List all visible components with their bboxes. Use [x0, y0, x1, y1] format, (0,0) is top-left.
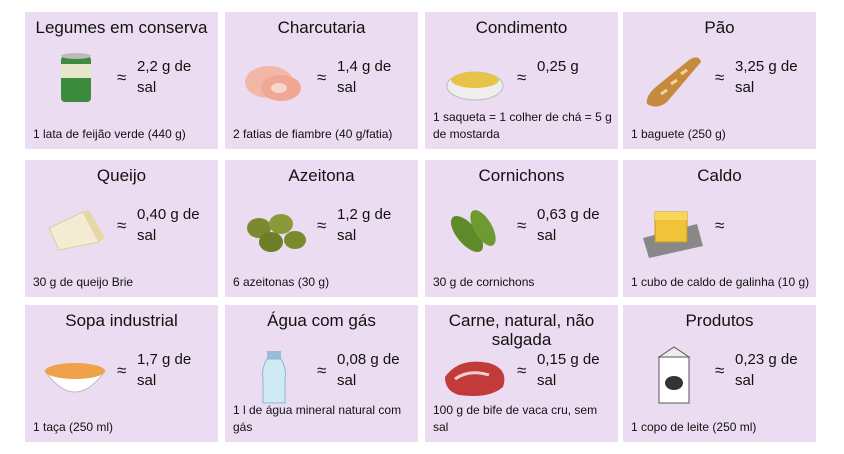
portion-note: 100 g de bife de vaca cru, sem sal [433, 403, 598, 434]
portion-note: 1 lata de feijão verde (440 g) [33, 127, 186, 141]
icon-graphic [657, 346, 691, 404]
card-title: Legumes em conserva [35, 18, 208, 37]
icon-graphic [245, 66, 301, 101]
food-icon [239, 198, 311, 260]
portion-note: 1 saqueta = 1 colher de chá = 5 g de mos… [433, 110, 612, 141]
salt-amount: 1,7 g de sal [137, 351, 192, 389]
approx-symbol: ≈ [517, 361, 527, 380]
salt-amount: 0,15 g de sal [537, 351, 600, 389]
icon-graphic [450, 210, 496, 253]
food-icon [239, 343, 311, 405]
food-icon [439, 50, 511, 112]
card-title: Queijo [96, 166, 147, 185]
portion-note: 1 cubo de caldo de galinha (10 g) [631, 275, 810, 289]
food-icon [439, 343, 511, 405]
portion-note: 1 baguete (250 g) [631, 127, 726, 141]
food-icon [39, 198, 111, 260]
approx-symbol: ≈ [715, 361, 725, 380]
info-card: Queijo ≈0,40 g de sal 30 g de queijo Brie [25, 160, 218, 297]
salt-amount: 1,4 g de sal [337, 58, 392, 96]
food-icon [637, 343, 709, 405]
portion-note: 30 g de queijo Brie [33, 275, 134, 289]
card-title: Sopa industrial [65, 311, 178, 330]
card-title: Cornichons [478, 166, 565, 185]
card-title: Condimento [475, 18, 568, 37]
card-title: Azeitona [288, 166, 355, 185]
portion-note: 6 azeitonas (30 g) [233, 275, 330, 289]
info-card: Produtos ≈0,23 g de sal 1 copo de leite (2… [623, 305, 816, 442]
icon-graphic [44, 363, 106, 393]
salt-amount: 1,2 g de sal [337, 206, 392, 244]
card-title: Produtos [685, 311, 754, 330]
icon-graphic [445, 361, 505, 396]
approx-symbol: ≈ [715, 68, 725, 87]
salt-amount: 0,63 g de sal [537, 206, 600, 244]
approx-symbol: ≈ [117, 216, 127, 235]
portion-note: 1 copo de leite (250 ml) [631, 420, 757, 434]
info-card: Condimento ≈0,25 g 1 saqueta = 1 colher de… [425, 12, 618, 149]
salt-amount: 0,40 g de sal [137, 206, 200, 244]
icon-graphic [643, 211, 703, 258]
info-card: Cornichons ≈0,63 g de sal 30 g de cornicho… [425, 160, 618, 297]
approx-symbol: ≈ [317, 216, 327, 235]
portion-note: 1 l de água mineral natural com gás [233, 403, 402, 434]
card-title: Água com gás [267, 311, 376, 330]
food-icon [439, 198, 511, 260]
icon-graphic [61, 53, 91, 102]
food-icon [637, 50, 709, 112]
food-icon [239, 50, 311, 112]
info-card: Água com gás ≈0,08 g de sal 1 l de água mi… [225, 305, 418, 442]
icon-graphic [646, 57, 701, 107]
icon-graphic [247, 214, 306, 252]
approx-symbol: ≈ [317, 361, 327, 380]
food-icon [39, 50, 111, 112]
approx-symbol: ≈ [117, 68, 127, 87]
info-card: Charcutaria ≈1,4 g de sal 2 fatias de fiam… [225, 12, 418, 149]
food-icon [39, 343, 111, 405]
salt-amount: 0,23 g de sal [735, 351, 798, 389]
icon-graphic [48, 210, 105, 251]
salt-amount: 3,25 g de sal [735, 58, 798, 96]
info-card: Pão ≈3,25 g de sal 1 baguete (250 g) [623, 12, 816, 149]
card-title: Caldo [697, 166, 742, 185]
icon-graphic [446, 71, 504, 101]
info-card: Carne, natural, não salgada ≈0,15 g de sa… [425, 305, 618, 442]
salt-amount: 0,25 g [537, 58, 579, 75]
card-title: Carne, natural, não salgada [448, 311, 595, 349]
food-icon [637, 198, 709, 260]
info-card: Azeitona ≈1,2 g de sal 6 azeitonas (30 g) [225, 160, 418, 297]
icon-graphic [262, 351, 286, 404]
portion-note: 30 g de cornichons [433, 275, 535, 289]
salt-amount: 2,2 g de sal [137, 58, 192, 96]
portion-note: 2 fatias de fiambre (40 g/fatia) [233, 127, 393, 141]
card-title: Charcutaria [277, 18, 366, 37]
info-card: Caldo ≈1 cubo de caldo de galinha (10 g) [623, 160, 816, 297]
salt-amount: 0,08 g de sal [337, 351, 400, 389]
info-card: Legumes em conserva ≈2,2 g de sal 1 lata d… [25, 12, 218, 149]
approx-symbol: ≈ [517, 68, 527, 87]
approx-symbol: ≈ [117, 361, 127, 380]
portion-note: 1 taça (250 ml) [33, 420, 114, 434]
approx-symbol: ≈ [517, 216, 527, 235]
info-card: Sopa industrial ≈1,7 g de sal 1 taça (250 … [25, 305, 218, 442]
card-title: Pão [704, 18, 735, 37]
approx-symbol: ≈ [317, 68, 327, 87]
approx-symbol: ≈ [715, 216, 725, 235]
